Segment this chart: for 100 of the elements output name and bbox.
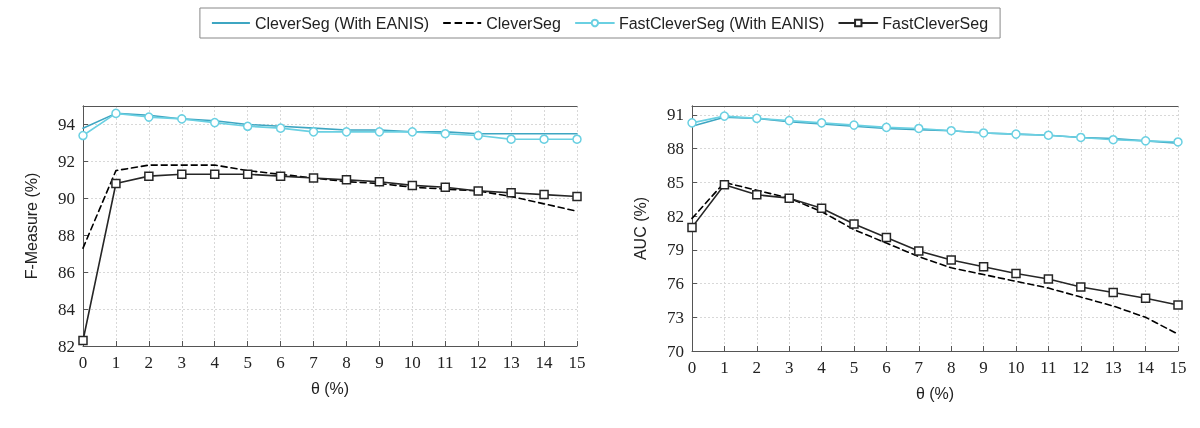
x-tick-label: 6: [276, 353, 285, 372]
point: [407, 180, 418, 191]
point: [572, 191, 582, 202]
legend-label: CleverSeg: [486, 14, 561, 32]
x-tick-label: 4: [210, 353, 220, 372]
x-tick-label: 15: [1169, 358, 1187, 377]
y-tick-label: 92: [58, 151, 75, 171]
point: [275, 171, 286, 181]
x-tick-label: 3: [177, 353, 187, 372]
line-series: [691, 181, 1179, 335]
x-axis-title: θ (%): [310, 379, 350, 397]
legend-label: CleverSeg (With EANIS): [254, 14, 430, 32]
point: [719, 179, 730, 190]
point: [849, 219, 859, 229]
x-tick-label: 11: [437, 353, 454, 372]
point: [144, 171, 154, 181]
point: [242, 169, 253, 180]
x-tick-label: 13: [502, 353, 520, 372]
y-axis-title: AUC (%): [631, 196, 649, 261]
y-tick-label: 84: [58, 299, 76, 319]
point: [374, 127, 385, 137]
point: [341, 175, 352, 185]
point: [881, 232, 892, 243]
y-tick-label: 94: [58, 114, 76, 134]
point: [687, 118, 697, 128]
point: [111, 108, 121, 119]
x-tick-label: 6: [882, 358, 891, 377]
point: [374, 176, 385, 187]
point: [1108, 287, 1118, 298]
point: [1011, 129, 1021, 139]
point: [440, 128, 451, 139]
point: [881, 122, 892, 133]
point: [1140, 136, 1151, 146]
y-tick-label: 82: [667, 206, 684, 226]
x-tick-label: 2: [752, 358, 762, 377]
x-tick-label: 0: [78, 353, 88, 372]
x-tick-label: 5: [243, 353, 252, 372]
point: [752, 113, 762, 124]
y-tick-label: 88: [667, 139, 684, 159]
x-tick-label: 3: [784, 358, 794, 377]
point: [473, 186, 483, 196]
point: [978, 128, 989, 138]
point: [1076, 132, 1086, 143]
point: [784, 115, 794, 126]
legend-label: FastCleverSeg (With EANIS): [618, 14, 825, 32]
point: [111, 178, 121, 189]
point: [1043, 130, 1054, 140]
point: [946, 125, 956, 136]
point: [177, 114, 187, 124]
point: [914, 123, 924, 134]
point: [752, 190, 762, 200]
point: [144, 112, 154, 122]
x-tick-label: 13: [1104, 358, 1122, 377]
x-tick-label: 9: [375, 353, 384, 372]
x-tick-label: 0: [687, 358, 697, 377]
x-tick-label: 10: [1007, 358, 1025, 377]
point: [784, 193, 794, 203]
x-tick-label: 4: [817, 358, 827, 377]
x-tick-label: 12: [469, 353, 487, 372]
y-tick-label: 85: [667, 172, 684, 192]
point: [506, 188, 516, 198]
y-tick-label: 91: [667, 105, 684, 125]
point: [572, 134, 582, 144]
legend-label: FastCleverSeg: [882, 14, 989, 32]
y-tick-label: 73: [667, 307, 684, 327]
point: [816, 203, 827, 214]
y-tick-label: 88: [58, 225, 75, 245]
point: [849, 120, 859, 130]
point: [473, 130, 483, 141]
x-tick-label: 9: [979, 358, 988, 377]
x-tick-label: 2: [144, 353, 154, 372]
x-tick-label: 14: [1137, 358, 1155, 377]
y-tick-label: 82: [58, 336, 75, 356]
point: [1140, 293, 1151, 303]
x-tick-label: 12: [1072, 358, 1090, 377]
point: [816, 118, 827, 128]
point: [978, 261, 989, 272]
x-tick-label: 11: [1040, 358, 1057, 377]
x-tick-label: 10: [403, 353, 421, 372]
x-tick-label: 5: [849, 358, 859, 377]
point: [209, 117, 220, 128]
y-tick-label: 76: [667, 274, 684, 294]
point: [539, 189, 549, 200]
point: [946, 255, 956, 265]
point: [1011, 268, 1021, 279]
y-tick-label: 70: [667, 341, 684, 361]
x-tick-label: 7: [914, 358, 924, 377]
x-tick-label: 15: [568, 353, 586, 372]
point: [308, 173, 319, 183]
y-tick-label: 79: [667, 240, 684, 260]
point: [506, 134, 516, 144]
point: [687, 222, 697, 233]
point: [177, 169, 187, 180]
point: [1043, 274, 1054, 284]
point: [914, 246, 924, 256]
point: [719, 111, 730, 121]
line-series: [82, 164, 578, 249]
point: [78, 335, 88, 346]
y-tick-label: 86: [58, 262, 75, 282]
x-tick-label: 1: [111, 353, 121, 372]
